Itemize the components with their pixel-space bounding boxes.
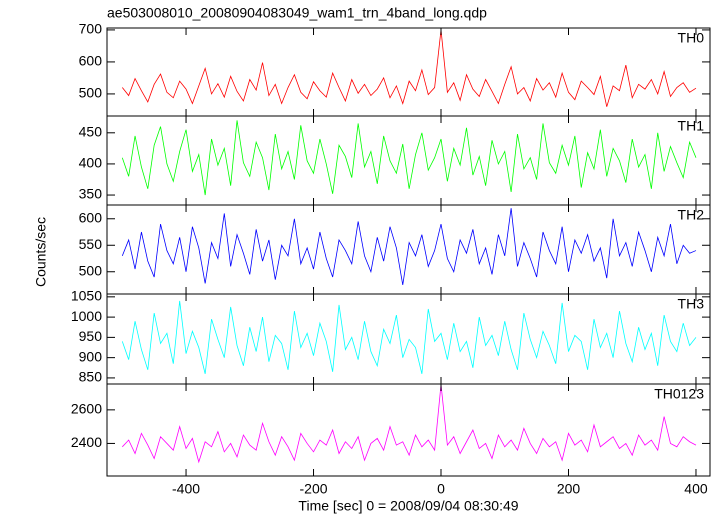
y-tick-label: 2400: [71, 434, 102, 450]
series-line: [122, 384, 697, 464]
panel-frame: [106, 27, 711, 117]
y-tick-label: 550: [79, 236, 103, 252]
x-tick-label: 400: [684, 481, 708, 497]
y-tick-label: 500: [79, 262, 103, 278]
panel-label: TH1: [678, 118, 705, 134]
y-tick-label: 1000: [71, 308, 102, 324]
series-line: [121, 300, 697, 374]
x-tick-label: 0: [437, 481, 445, 497]
series-line: [121, 29, 697, 107]
y-tick-label: 600: [79, 209, 103, 225]
panel-label: TH3: [678, 296, 705, 312]
y-tick-label: 400: [79, 155, 103, 171]
y-tick-label: 350: [79, 186, 103, 202]
y-tick-label: 900: [79, 348, 103, 364]
panel-label: TH0123: [654, 386, 704, 402]
x-axis-label: Time [sec] 0 = 2008/09/04 08:30:49: [298, 498, 518, 514]
series-line: [121, 208, 697, 286]
panel-label: TH2: [678, 207, 705, 223]
y-tick-label: 500: [79, 85, 103, 101]
y-tick-label: 600: [79, 53, 103, 69]
series-line: [121, 120, 697, 196]
chart-title: ae503008010_20080904083049_wam1_trn_4ban…: [107, 5, 487, 21]
y-tick-label: 1050: [71, 288, 102, 304]
x-tick-label: -400: [172, 481, 200, 497]
y-tick-label: 2600: [71, 401, 102, 417]
y-tick-label: 700: [79, 21, 103, 37]
y-tick-label: 450: [79, 124, 103, 140]
panel-label: TH0: [678, 30, 705, 46]
panel-frame: [106, 383, 711, 477]
y-tick-label: 950: [79, 328, 103, 344]
x-tick-label: 200: [557, 481, 581, 497]
x-tick-label: -200: [300, 481, 328, 497]
y-axis-label: Counts/sec: [33, 217, 49, 287]
y-tick-label: 850: [79, 369, 103, 385]
panel-frame: [106, 293, 711, 385]
